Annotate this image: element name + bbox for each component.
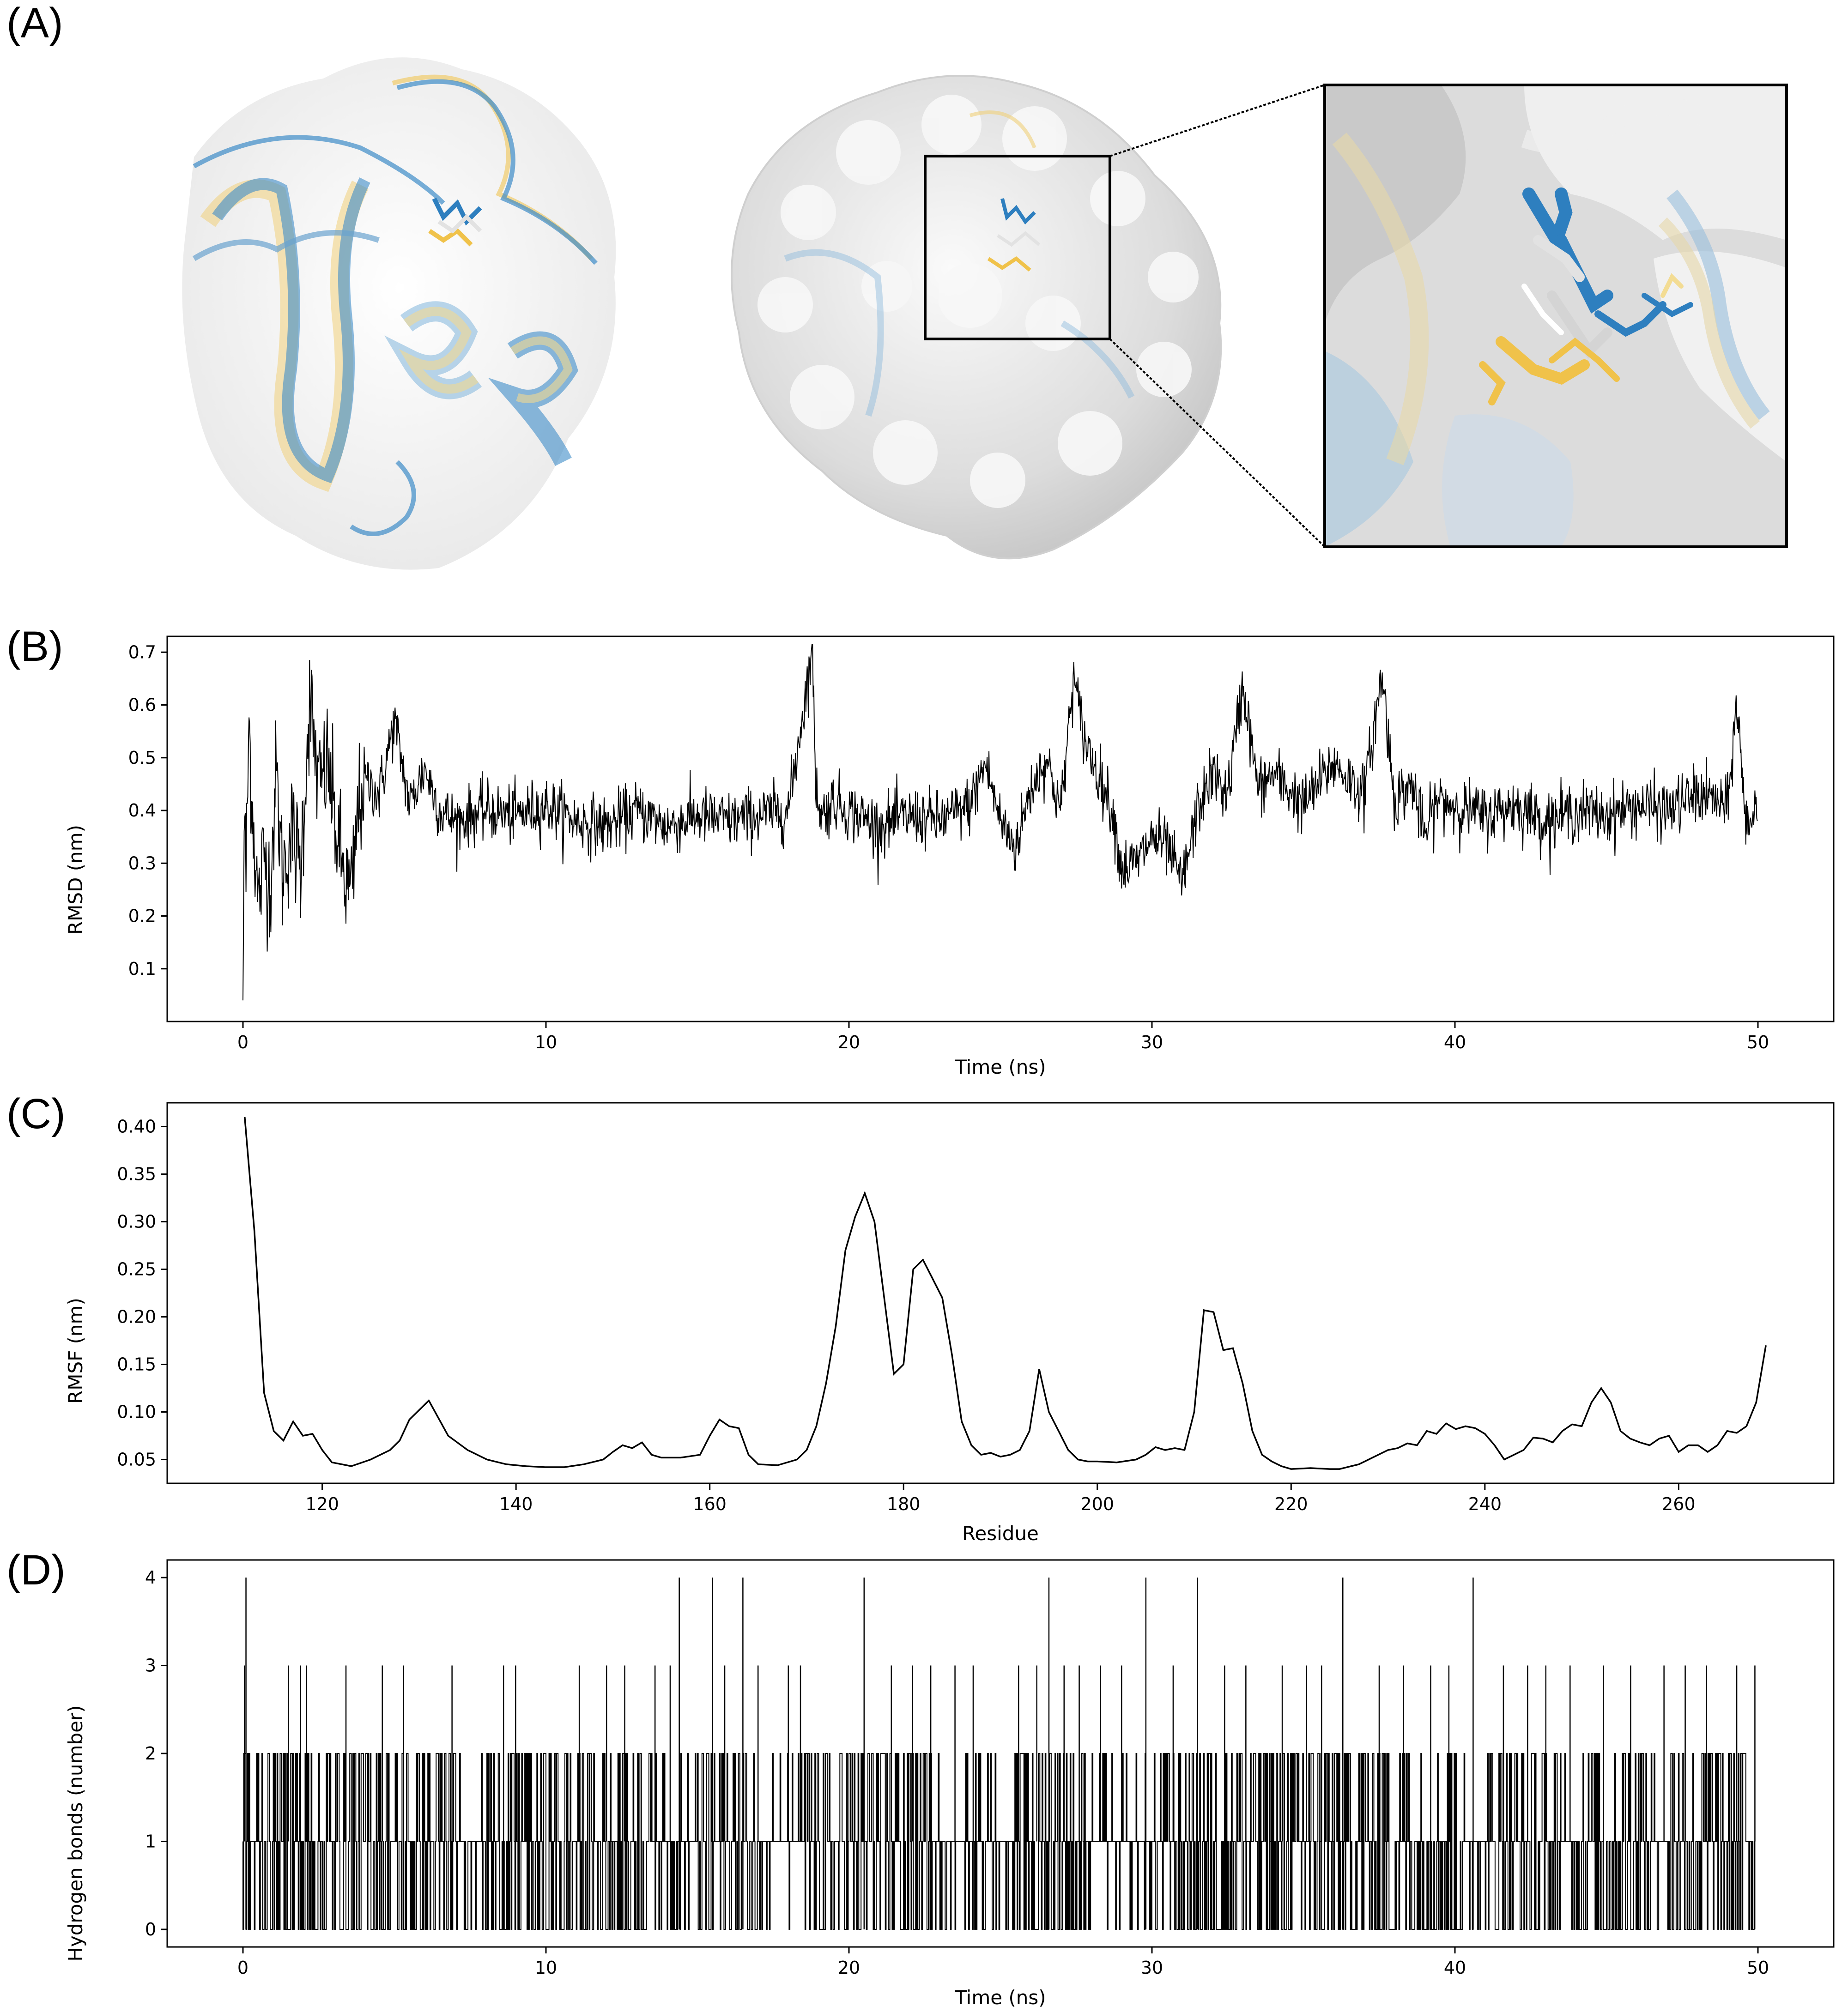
rmsf-y-tick-label: 0.10 [117, 1402, 156, 1422]
hbonds-x-tick-label: 20 [838, 1958, 860, 1978]
rmsf-plot-frame [166, 1102, 1835, 1484]
rmsf-y-tick-label: 0.20 [117, 1307, 156, 1327]
rmsd-y-tick-label: 0.7 [128, 642, 156, 662]
ligand-middle [987, 198, 1041, 272]
hbonds-ticks: 0 10 20 30 40 50 0 1 2 3 4 [145, 1567, 1769, 1978]
rmsf-x-tick-label: 160 [693, 1494, 727, 1514]
rmsf-y-tick-label: 0.15 [117, 1354, 156, 1375]
rmsf-x-tick-label: 260 [1662, 1494, 1696, 1514]
hbonds-x-axis-title: Time (ns) [954, 1986, 1046, 2009]
panel-label-b: (B) [6, 623, 63, 670]
rmsf-x-tick-label: 200 [1081, 1494, 1115, 1514]
panel-label-d: (D) [6, 1547, 66, 1594]
rmsd-x-tick-label: 20 [838, 1032, 860, 1052]
hbonds-chart: 0 10 20 30 40 50 0 1 2 3 4 Time (ns) Hydrogen bond… [64, 1559, 1835, 2009]
rmsf-x-tick-label: 140 [499, 1494, 533, 1514]
hbonds-x-tick-label: 30 [1141, 1958, 1163, 1978]
protein-structure-panel [182, 57, 1788, 570]
rmsf-ticks: 120 140 160 180 200 220 240 260 0.05 0.10 0.15 0.20… [117, 1117, 1695, 1515]
surface-structure-middle [731, 75, 1222, 560]
hbonds-y-axis-title: Hydrogen bonds (number) [64, 1705, 87, 1961]
rmsf-plot-area [166, 1102, 1835, 1484]
rmsd-plot-frame [166, 635, 1835, 1022]
rmsf-y-tick-label: 0.30 [117, 1212, 156, 1232]
rmsd-plot-area [166, 635, 1835, 1022]
rmsd-x-tick-label: 40 [1444, 1032, 1466, 1052]
zoom-inset [1325, 85, 1787, 547]
rmsd-y-tick-label: 0.4 [128, 800, 156, 821]
rmsf-y-tick-label: 0.25 [117, 1259, 156, 1280]
hbonds-y-tick-label: 1 [145, 1831, 156, 1851]
zoom-box [924, 155, 1111, 340]
rmsd-y-tick-label: 0.6 [128, 695, 156, 715]
hbonds-y-tick-label: 0 [145, 1919, 156, 1940]
hbonds-x-tick-label: 10 [535, 1958, 557, 1978]
rmsd-y-tick-label: 0.2 [128, 906, 156, 926]
hbonds-y-tick-label: 4 [145, 1567, 156, 1588]
panel-label-a: (A) [6, 0, 63, 47]
rmsf-y-tick-label: 0.40 [117, 1117, 156, 1137]
panel-label-c: (C) [6, 1090, 66, 1137]
rmsd-x-tick-label: 10 [535, 1032, 557, 1052]
rmsf-y-tick-label: 0.05 [117, 1450, 156, 1470]
rmsd-y-tick-label: 0.3 [128, 853, 156, 873]
rmsd-x-axis-title: Time (ns) [954, 1056, 1046, 1078]
rmsf-x-tick-label: 240 [1468, 1494, 1502, 1514]
rmsd-x-tick-label: 50 [1747, 1032, 1769, 1052]
rmsf-y-axis-title: RMSF (nm) [64, 1298, 87, 1404]
rmsf-series-line [244, 1117, 1767, 1470]
rmsd-x-tick-label: 30 [1141, 1032, 1163, 1052]
hbonds-x-tick-label: 40 [1444, 1958, 1466, 1978]
rmsd-y-tick-label: 0.5 [128, 748, 156, 768]
rmsf-x-tick-label: 120 [305, 1494, 339, 1514]
rmsd-x-tick-label: 0 [237, 1032, 248, 1052]
hbonds-y-tick-label: 3 [145, 1656, 156, 1676]
rmsf-chart: 120 140 160 180 200 220 240 260 0.05 0.10 0.15 0.20… [64, 1102, 1835, 1545]
zoom-connector-bottom [1109, 338, 1326, 548]
ligand-left [428, 197, 482, 247]
rmsd-ticks: 0 10 20 30 40 50 0.1 0.2 0.3 0.4 0.5 0.6 0.7 [128, 642, 1769, 1052]
rmsf-y-tick-label: 0.35 [117, 1164, 156, 1185]
rmsf-x-tick-label: 180 [887, 1494, 921, 1514]
rmsf-x-axis-title: Residue [962, 1522, 1039, 1545]
hbonds-x-tick-label: 0 [237, 1958, 248, 1978]
rmsd-y-tick-label: 0.1 [128, 959, 156, 979]
zoom-connector-top [1109, 84, 1325, 157]
rmsd-series-line [242, 644, 1758, 1001]
ligand-zoom [1479, 187, 1693, 405]
zoom-inset-frame [1323, 84, 1788, 548]
hbonds-x-tick-label: 50 [1747, 1958, 1769, 1978]
rmsd-y-axis-title: RMSD (nm) [64, 825, 87, 935]
hbonds-plot-area [166, 1559, 1835, 1948]
hbonds-series-line [242, 1753, 1756, 1930]
rmsf-x-tick-label: 220 [1274, 1494, 1308, 1514]
cartoon-structure-left [182, 57, 616, 570]
rmsd-chart: 0 10 20 30 40 50 0.1 0.2 0.3 0.4 0.5 0.6 0.7 Time (n… [64, 635, 1835, 1078]
hbonds-y-tick-label: 2 [145, 1743, 156, 1764]
